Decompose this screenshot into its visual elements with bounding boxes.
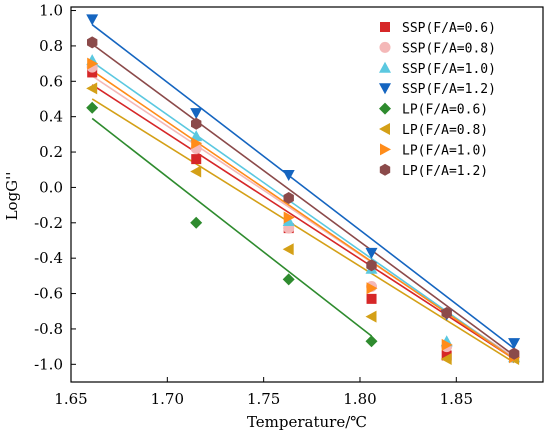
point-lp-f-a-1-2 bbox=[441, 307, 452, 319]
y-tick-label: 0.4 bbox=[39, 108, 63, 126]
legend-label: LP(F/A=0.8) bbox=[402, 123, 488, 138]
y-tick-label: 0.6 bbox=[39, 72, 63, 90]
y-tick-label: -1.0 bbox=[34, 355, 63, 373]
point-lp-f-a-0-8 bbox=[440, 353, 452, 365]
y-tick-label: 0.2 bbox=[39, 143, 63, 161]
fit-line-lp-f-a-1-2 bbox=[91, 43, 515, 357]
legend-label: LP(F/A=1.2) bbox=[402, 164, 488, 179]
point-lp-f-a-1-2 bbox=[366, 259, 377, 272]
point-ssp-f-a-0-6 bbox=[366, 293, 377, 304]
point-lp-f-a-0-8 bbox=[282, 243, 294, 256]
legend-marker-lp-f-a-0-6 bbox=[379, 102, 391, 115]
point-ssp-f-a-1-2 bbox=[508, 338, 521, 350]
x-axis: 1.65 1.70 1.75 1.80 1.85 bbox=[54, 377, 473, 408]
point-ssp-f-a-1-2 bbox=[282, 170, 295, 181]
point-lp-f-a-0-8 bbox=[86, 82, 98, 95]
point-lp-f-a-1-2 bbox=[283, 192, 294, 204]
y-tick-label: -0.2 bbox=[34, 214, 63, 232]
point-lp-f-a-1-0 bbox=[87, 57, 99, 70]
y-tick-label: -0.6 bbox=[34, 285, 63, 303]
legend-label: LP(F/A=0.6) bbox=[402, 103, 488, 118]
fit-line-lp-f-a-0-8 bbox=[91, 98, 515, 364]
point-ssp-f-a-1-2 bbox=[86, 14, 99, 26]
legend-label: SSP(F/A=0.6) bbox=[402, 21, 496, 36]
y-tick-label: -0.8 bbox=[34, 320, 63, 338]
y-tick-label: 1.0 bbox=[39, 2, 63, 20]
point-lp-f-a-0-6 bbox=[190, 216, 203, 229]
x-tick-label: 1.70 bbox=[151, 390, 184, 408]
fit-lines bbox=[91, 24, 515, 364]
y-tick-label: 0.8 bbox=[39, 37, 63, 55]
legend-label: LP(F/A=1.0) bbox=[402, 143, 488, 158]
legend-label: SSP(F/A=1.0) bbox=[402, 62, 496, 77]
y-axis: 1.0 0.8 0.6 0.4 0.2 0.0 -0.2 -0.4 -0.6 -0.8 -1.0 bbox=[34, 2, 76, 373]
x-tick-label: 1.80 bbox=[343, 390, 376, 408]
point-ssp-f-a-1-2 bbox=[190, 108, 203, 120]
point-lp-f-a-0-8 bbox=[365, 310, 377, 323]
point-lp-f-a-0-6 bbox=[86, 101, 99, 114]
y-tick-label: -0.4 bbox=[34, 249, 63, 267]
point-lp-f-a-1-0 bbox=[191, 137, 203, 150]
point-lp-f-a-1-0 bbox=[441, 338, 453, 351]
legend-marker-ssp-f-a-1-2 bbox=[379, 83, 391, 95]
x-tick-label: 1.85 bbox=[440, 390, 473, 408]
point-ssp-f-a-0-6 bbox=[441, 350, 452, 361]
point-ssp-f-a-1-2 bbox=[365, 247, 378, 259]
point-lp-f-a-0-6 bbox=[365, 335, 378, 348]
point-lp-f-a-1-0 bbox=[283, 211, 295, 224]
point-lp-f-a-1-2 bbox=[191, 117, 202, 130]
legend-label: SSP(F/A=1.2) bbox=[402, 82, 496, 97]
data-points bbox=[86, 14, 521, 365]
x-tick-label: 1.65 bbox=[54, 390, 87, 408]
point-lp-f-a-0-6 bbox=[282, 273, 295, 286]
point-lp-f-a-1-2 bbox=[87, 36, 98, 49]
point-lp-f-a-1-2 bbox=[508, 347, 520, 360]
legend-marker-ssp-f-a-1-0 bbox=[379, 61, 391, 73]
legend: SSP(F/A=0.6) SSP(F/A=0.8) SSP(F/A=1.0) SSP(… bbox=[379, 21, 496, 179]
legend-marker-ssp-f-a-0-8 bbox=[379, 41, 391, 53]
point-lp-f-a-1-0 bbox=[366, 282, 378, 295]
point-lp-f-a-0-8 bbox=[190, 165, 202, 178]
plot-frame bbox=[70, 6, 544, 383]
legend-label: SSP(F/A=0.8) bbox=[402, 41, 496, 56]
fit-line-ssp-f-a-1-2 bbox=[91, 24, 515, 350]
x-tick-label: 1.75 bbox=[247, 390, 280, 408]
y-tick-label: 0.0 bbox=[39, 178, 63, 196]
legend-marker-lp-f-a-0-8 bbox=[379, 123, 390, 135]
point-ssp-f-a-0-6 bbox=[191, 154, 202, 165]
legend-marker-lp-f-a-1-0 bbox=[380, 143, 391, 156]
y-axis-title: LogG'' bbox=[3, 172, 21, 221]
legend-marker-lp-f-a-1-2 bbox=[379, 163, 391, 176]
x-axis-title: Temperature/℃ bbox=[247, 413, 367, 431]
legend-marker-ssp-f-a-0-6 bbox=[380, 22, 390, 32]
fit-line-lp-f-a-0-6 bbox=[91, 117, 373, 337]
